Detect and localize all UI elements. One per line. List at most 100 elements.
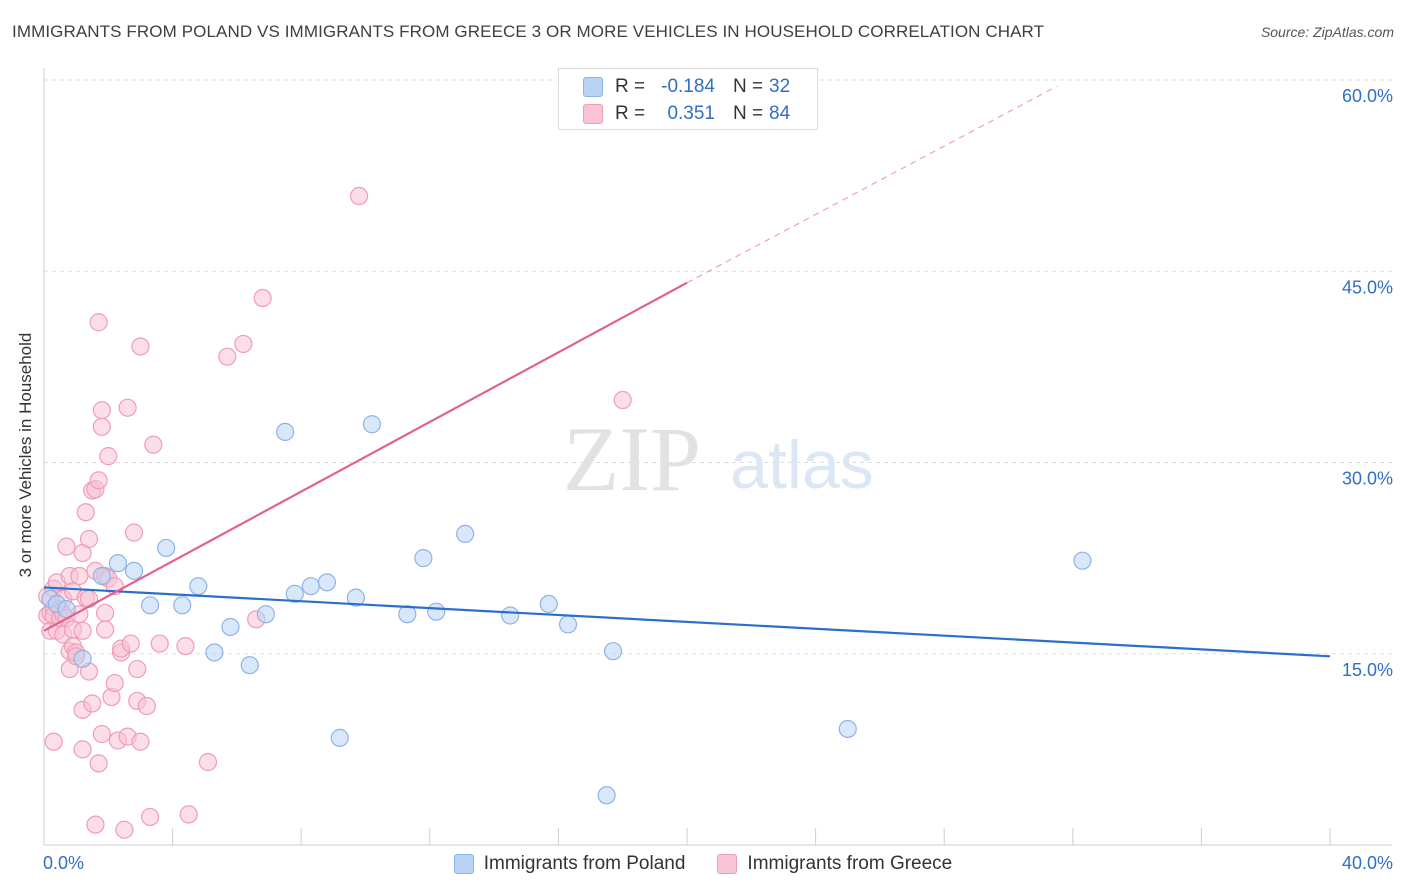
data-point-greece bbox=[253, 288, 272, 308]
trend-lines bbox=[43, 85, 1331, 658]
data-point-greece bbox=[86, 815, 105, 834]
legend-n-value: 32 bbox=[769, 76, 791, 97]
data-point-greece bbox=[218, 347, 237, 366]
watermark-atlas: atlas bbox=[730, 427, 874, 503]
trend-line-poland bbox=[43, 586, 1331, 658]
data-point-greece bbox=[79, 589, 99, 609]
data-point-greece bbox=[73, 621, 92, 640]
data-point-greece bbox=[79, 529, 99, 549]
x-tick-label: 40.0% bbox=[1342, 853, 1393, 873]
legend-swatch-poland bbox=[453, 854, 474, 874]
data-point-greece bbox=[176, 636, 195, 656]
data-point-greece bbox=[118, 398, 137, 417]
data-point-greece bbox=[131, 732, 150, 751]
data-point-greece bbox=[73, 740, 92, 759]
y-tick-label: 15.0% bbox=[1342, 660, 1393, 680]
data-point-poland bbox=[157, 538, 176, 558]
legend-row-greece: R = 0.351 N = 84 bbox=[583, 102, 790, 126]
data-point-poland bbox=[285, 584, 304, 603]
data-point-poland bbox=[73, 649, 92, 668]
data-point-poland bbox=[558, 615, 578, 634]
data-point-poland bbox=[330, 728, 349, 748]
data-point-poland bbox=[173, 596, 192, 615]
legend-row-poland: R = -0.184 N = 32 bbox=[583, 75, 790, 99]
data-point-greece bbox=[137, 696, 156, 716]
series-greece-points bbox=[38, 186, 632, 839]
data-point-greece bbox=[92, 401, 111, 420]
data-point-poland bbox=[603, 642, 623, 661]
data-point-greece bbox=[89, 754, 108, 773]
legend-r-value: -0.184 bbox=[661, 76, 715, 97]
data-point-greece bbox=[121, 634, 140, 653]
data-point-greece bbox=[115, 820, 134, 839]
data-point-greece bbox=[76, 503, 95, 522]
data-point-greece bbox=[105, 673, 124, 693]
data-point-poland bbox=[597, 786, 616, 805]
data-point-greece bbox=[89, 313, 108, 332]
data-point-poland bbox=[301, 577, 320, 596]
data-point-greece bbox=[89, 471, 108, 490]
axes bbox=[43, 68, 1392, 846]
data-point-poland bbox=[317, 573, 337, 592]
legend-swatch-poland bbox=[583, 77, 603, 97]
data-point-poland bbox=[456, 524, 475, 544]
trend-line-greece bbox=[43, 281, 688, 632]
data-point-greece bbox=[234, 334, 253, 354]
legend-label-greece: Immigrants from Greece bbox=[747, 853, 953, 874]
data-point-greece bbox=[150, 634, 169, 653]
data-point-greece bbox=[198, 753, 218, 772]
tick-labels: 15.0% 30.0% 45.0% 60.0% 0.0% 40.0% bbox=[43, 86, 1393, 873]
data-point-greece bbox=[179, 805, 198, 824]
data-point-poland bbox=[1073, 551, 1092, 570]
legend-n-value: 84 bbox=[769, 103, 791, 124]
data-point-poland bbox=[140, 596, 160, 615]
y-tick-label: 45.0% bbox=[1342, 277, 1393, 297]
data-point-greece bbox=[124, 523, 144, 542]
data-point-greece bbox=[70, 566, 89, 586]
y-axis-label: 3 or more Vehicles in Household bbox=[16, 332, 35, 578]
data-point-poland bbox=[240, 656, 259, 675]
data-point-greece bbox=[99, 447, 118, 466]
series-legend: Immigrants from Poland Immigrants from G… bbox=[0, 852, 1406, 876]
data-point-poland bbox=[838, 719, 857, 739]
data-point-greece bbox=[92, 417, 111, 436]
data-point-greece bbox=[128, 659, 147, 679]
legend-r-label: R = bbox=[615, 103, 646, 124]
legend-n-label: N = bbox=[733, 76, 764, 97]
trend-line-greece-extension bbox=[686, 85, 1058, 284]
legend-n-label: N = bbox=[733, 103, 764, 124]
data-point-greece bbox=[349, 186, 369, 206]
legend-swatch-greece bbox=[583, 104, 603, 124]
legend-swatch-greece bbox=[717, 854, 738, 874]
watermark: ZIP atlas bbox=[563, 408, 874, 510]
data-point-poland bbox=[108, 554, 128, 573]
data-point-poland bbox=[414, 549, 433, 568]
y-tick-label: 60.0% bbox=[1342, 86, 1393, 106]
data-point-poland bbox=[539, 594, 558, 614]
data-point-greece bbox=[144, 435, 163, 454]
series-poland-points bbox=[41, 415, 1092, 805]
data-point-poland bbox=[124, 561, 144, 580]
legend-item-greece: Immigrants from Greece bbox=[717, 853, 952, 875]
data-point-greece bbox=[613, 390, 632, 410]
watermark-zip: ZIP bbox=[563, 408, 701, 510]
data-point-poland bbox=[205, 643, 224, 662]
correlation-legend: R = -0.184 N = 32 R = 0.351 N = 84 bbox=[558, 68, 818, 130]
legend-r-label: R = bbox=[615, 76, 646, 97]
data-point-greece bbox=[57, 537, 76, 556]
source-credit: Source: ZipAtlas.com bbox=[1260, 24, 1394, 40]
y-tick-label: 30.0% bbox=[1342, 469, 1393, 489]
data-point-greece bbox=[140, 807, 160, 827]
chart-title: IMMIGRANTS FROM POLAND VS IMMIGRANTS FRO… bbox=[12, 22, 1045, 41]
data-point-greece bbox=[83, 694, 102, 713]
legend-label-poland: Immigrants from Poland bbox=[483, 853, 686, 874]
data-point-poland bbox=[346, 588, 365, 607]
data-point-poland bbox=[501, 606, 520, 625]
data-point-poland bbox=[256, 605, 275, 624]
x-tick-label: 0.0% bbox=[43, 853, 84, 873]
data-point-poland bbox=[276, 422, 295, 441]
data-point-poland bbox=[189, 577, 208, 596]
grid bbox=[44, 79, 1392, 655]
data-point-poland bbox=[92, 566, 111, 586]
